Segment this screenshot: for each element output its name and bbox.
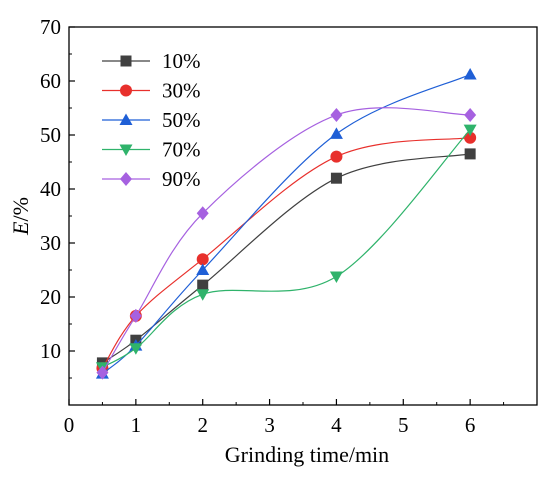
x-tick-label: 2 [197, 413, 208, 437]
legend-item: 90% [102, 167, 201, 191]
series-line [101, 137, 471, 369]
x-tick-label: 5 [398, 413, 409, 437]
data-point [196, 263, 210, 275]
data-point [464, 108, 477, 123]
x-axis-title: Grinding time/min [225, 442, 389, 467]
legend-label: 30% [162, 79, 201, 103]
data-point [197, 279, 209, 291]
y-tick-label: 60 [40, 69, 61, 93]
series-4 [96, 107, 477, 380]
x-tick-label: 4 [331, 413, 342, 437]
legend-marker [119, 144, 133, 156]
data-point [196, 289, 210, 301]
legend-marker [120, 172, 132, 186]
data-point [463, 124, 477, 137]
legend-label: 10% [162, 49, 201, 73]
series-line [102, 129, 471, 368]
series-3 [95, 124, 477, 374]
data-point [330, 150, 343, 163]
series-1 [96, 131, 477, 375]
y-tick-label: 40 [40, 177, 61, 201]
axes-layer: 0 1 2 3 4 5 6 10 20 30 40 50 60 70 [40, 15, 538, 437]
data-point [464, 131, 477, 144]
legend-label: 90% [162, 167, 201, 191]
data-point [330, 172, 342, 184]
y-tick-label: 50 [40, 123, 61, 147]
legend-item: 70% [102, 138, 201, 162]
y-axis-title-unit: /% [8, 197, 33, 221]
y-tick-label: 30 [40, 231, 61, 255]
x-tick-label: 3 [264, 413, 275, 437]
series-line [102, 153, 471, 364]
x-tick-label: 1 [131, 413, 142, 437]
data-point [329, 127, 343, 139]
legend-item: 10% [102, 49, 201, 73]
y-axis-title: E/% [8, 197, 33, 236]
legend-marker [119, 113, 133, 125]
series-line [102, 73, 471, 375]
data-point [329, 271, 343, 283]
data-point [196, 253, 209, 266]
y-tick-label: 20 [40, 285, 61, 309]
legend-item: 30% [102, 79, 201, 103]
legend-label: 50% [162, 108, 201, 132]
y-tick-label: 10 [40, 339, 61, 363]
series-layer [95, 68, 477, 380]
legend-marker [120, 84, 132, 97]
data-point [129, 343, 143, 355]
y-axis-title-symbol: E [8, 221, 33, 236]
data-point [196, 206, 209, 221]
x-tick-label: 0 [64, 413, 75, 437]
y-tick-label: 70 [40, 15, 61, 39]
legend: 10% 30% 50% 70% 90% [102, 49, 201, 191]
data-point [129, 308, 142, 323]
x-tick-label: 6 [465, 413, 476, 437]
data-point [463, 68, 477, 80]
data-point [464, 148, 476, 160]
legend-label: 70% [162, 138, 201, 162]
series-0 [96, 148, 476, 369]
data-point [330, 108, 343, 123]
series-line [101, 107, 471, 373]
legend-marker [120, 55, 132, 67]
data-point [96, 365, 109, 380]
legend-item: 50% [102, 108, 201, 132]
